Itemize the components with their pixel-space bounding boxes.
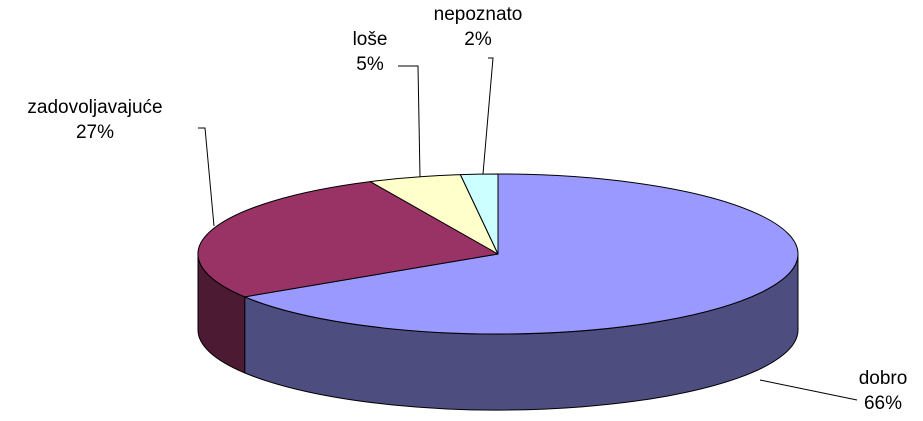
leader-line bbox=[759, 379, 858, 401]
data-label: loše 5% bbox=[353, 29, 388, 75]
slice bbox=[197, 181, 499, 298]
label-value: 5% bbox=[356, 54, 384, 75]
leader-line bbox=[198, 127, 215, 227]
label-name: zadovoljavajuće bbox=[27, 97, 162, 118]
label-value: 2% bbox=[464, 29, 492, 50]
label-value: 27% bbox=[76, 122, 114, 143]
leader-line bbox=[398, 65, 421, 178]
label-name: dobro bbox=[859, 368, 908, 389]
slice bbox=[244, 173, 799, 335]
leader-line bbox=[482, 57, 494, 175]
label-name: nepoznato bbox=[434, 4, 523, 25]
label-value: 66% bbox=[864, 393, 902, 414]
data-label: zadovoljavajuće 27% bbox=[27, 97, 162, 143]
label-name: loše bbox=[353, 29, 388, 50]
data-label: nepoznato 2% bbox=[434, 4, 523, 50]
data-label: dobro 66% bbox=[859, 368, 908, 414]
slice bbox=[459, 173, 499, 255]
